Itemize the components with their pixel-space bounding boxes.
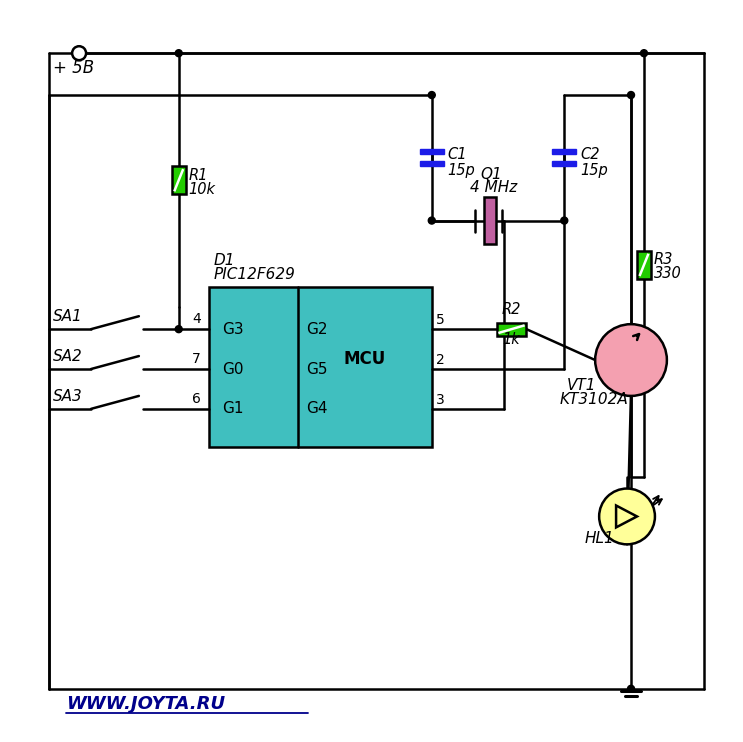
Text: G0: G0 (223, 361, 244, 376)
Bar (484, 197, 496, 244)
Bar (637, 251, 651, 279)
Circle shape (428, 91, 435, 99)
Text: SA2: SA2 (53, 349, 83, 364)
Circle shape (428, 217, 435, 224)
Circle shape (628, 686, 635, 692)
Bar (209, 287, 432, 447)
Text: SA1: SA1 (53, 309, 83, 324)
Text: 5: 5 (435, 313, 444, 327)
Text: VT1: VT1 (567, 378, 597, 393)
Text: WWW.JOYTA.RU: WWW.JOYTA.RU (66, 695, 225, 713)
Bar (172, 166, 186, 194)
Bar (552, 149, 577, 154)
Text: 2: 2 (435, 353, 444, 367)
Text: 3: 3 (435, 393, 444, 407)
Text: D1: D1 (213, 254, 235, 269)
Text: Q1: Q1 (481, 167, 502, 182)
Text: R2: R2 (502, 302, 521, 318)
Text: G1: G1 (223, 401, 244, 416)
Text: + 5B: + 5B (53, 59, 94, 77)
Text: R3: R3 (654, 252, 673, 267)
Text: R1: R1 (189, 168, 208, 183)
Circle shape (640, 50, 647, 56)
Text: MCU: MCU (344, 350, 386, 368)
Text: G3: G3 (223, 322, 244, 337)
Text: 6: 6 (192, 392, 201, 406)
Bar (420, 161, 444, 166)
Bar (420, 149, 444, 154)
Circle shape (175, 50, 182, 56)
Circle shape (599, 488, 655, 545)
Text: SA3: SA3 (53, 389, 83, 404)
Circle shape (561, 217, 568, 224)
Bar (496, 323, 527, 335)
Text: HL1: HL1 (584, 531, 614, 546)
Text: C2: C2 (580, 148, 600, 162)
Text: 7: 7 (192, 352, 201, 366)
Text: G2: G2 (306, 322, 328, 337)
Circle shape (628, 91, 635, 99)
Text: 4 MHz: 4 MHz (470, 180, 517, 194)
Text: PIC12F629: PIC12F629 (213, 267, 296, 283)
Text: G4: G4 (306, 401, 328, 416)
Text: 10k: 10k (189, 182, 215, 197)
Text: 330: 330 (654, 266, 681, 281)
Bar (552, 161, 577, 166)
Text: G5: G5 (306, 361, 328, 376)
Text: 1k: 1k (502, 332, 520, 347)
Text: C1: C1 (448, 148, 467, 162)
Text: 15p: 15p (448, 163, 476, 178)
Circle shape (72, 46, 86, 60)
Text: 15p: 15p (580, 163, 608, 178)
Circle shape (595, 324, 667, 396)
Circle shape (175, 326, 182, 332)
Text: KT3102A: KT3102A (559, 392, 628, 407)
Text: 4: 4 (192, 312, 201, 326)
